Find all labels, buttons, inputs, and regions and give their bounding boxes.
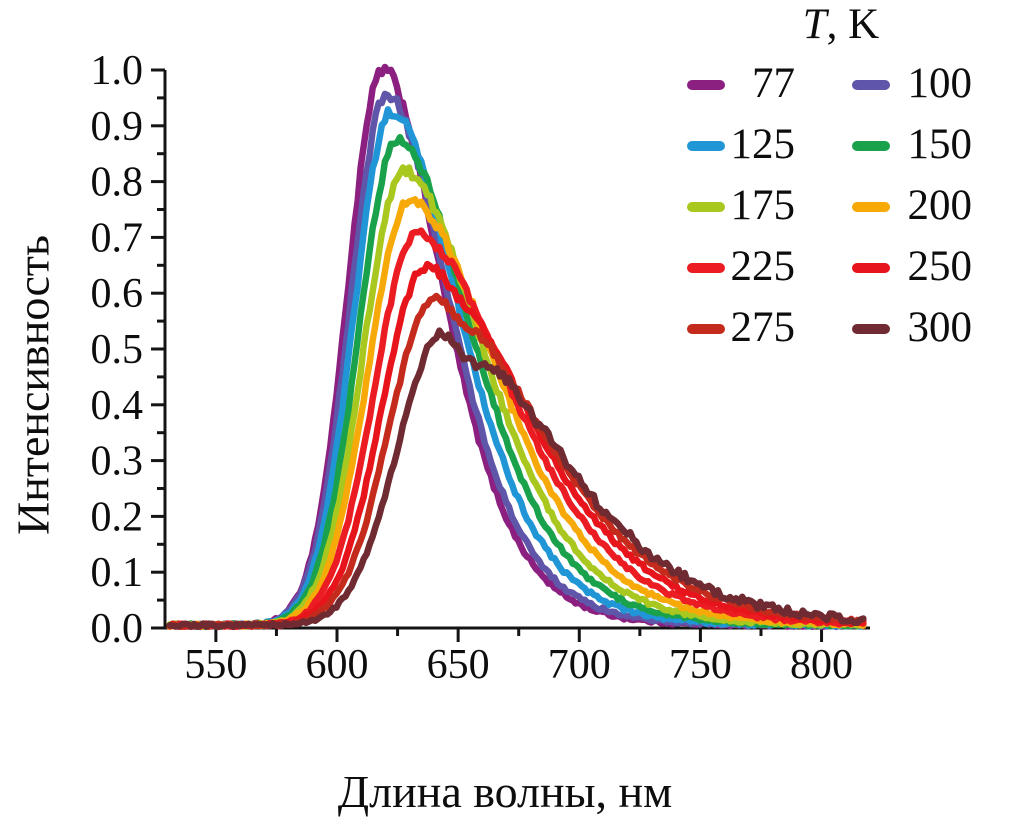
x-tick-label: 650 [427,642,490,688]
y-tick-label: 0.2 [91,494,144,540]
legend-swatch-100 [852,80,890,90]
legend-label-300: 300 [907,304,973,351]
legend-swatch-225 [687,263,725,273]
legend-swatch-275 [687,324,725,334]
legend-label-200: 200 [907,182,973,229]
y-tick-label: 0.0 [91,606,144,652]
legend-label-125: 125 [730,121,796,168]
legend-label-77: 77 [752,60,795,107]
legend-title: T, K [803,0,879,49]
legend-swatch-300 [852,324,890,334]
x-tick-label: 550 [184,642,247,688]
y-tick-label: 0.4 [91,383,144,429]
legend-swatch-77 [687,80,725,90]
y-tick-label: 0.3 [91,439,144,485]
legend-label-150: 150 [907,121,973,168]
series-line-300 [166,327,867,631]
legend-swatch-250 [852,263,890,273]
y-tick-label: 0.7 [91,215,144,261]
y-axis-title: Интенсивность [7,235,59,535]
legend-swatch-150 [852,141,890,151]
legend-title-unit: , K [826,1,880,48]
legend-swatch-125 [687,141,725,151]
legend-label-250: 250 [907,243,973,290]
y-tick-label: 0.8 [91,160,144,206]
legend-label-225: 225 [730,243,796,290]
legend-label-175: 175 [730,182,796,229]
y-tick-label: 1.0 [91,48,144,94]
legend-swatch-200 [852,202,890,212]
legend-title-symbol: T [802,1,827,48]
x-axis-title: Длина волны, нм [337,766,673,817]
y-tick-label: 0.6 [91,271,144,317]
x-tick-label: 750 [669,642,732,688]
legend-label-275: 275 [730,304,796,351]
x-tick-label: 600 [306,642,369,688]
x-tick-label: 700 [548,642,611,688]
x-tick-label: 800 [790,642,853,688]
y-tick-label: 0.1 [91,550,144,596]
y-tick-label: 0.5 [91,327,144,373]
y-tick-label: 0.9 [91,104,144,150]
series-line-100 [166,90,867,631]
legend-swatch-175 [687,202,725,212]
legend-label-100: 100 [907,60,973,107]
